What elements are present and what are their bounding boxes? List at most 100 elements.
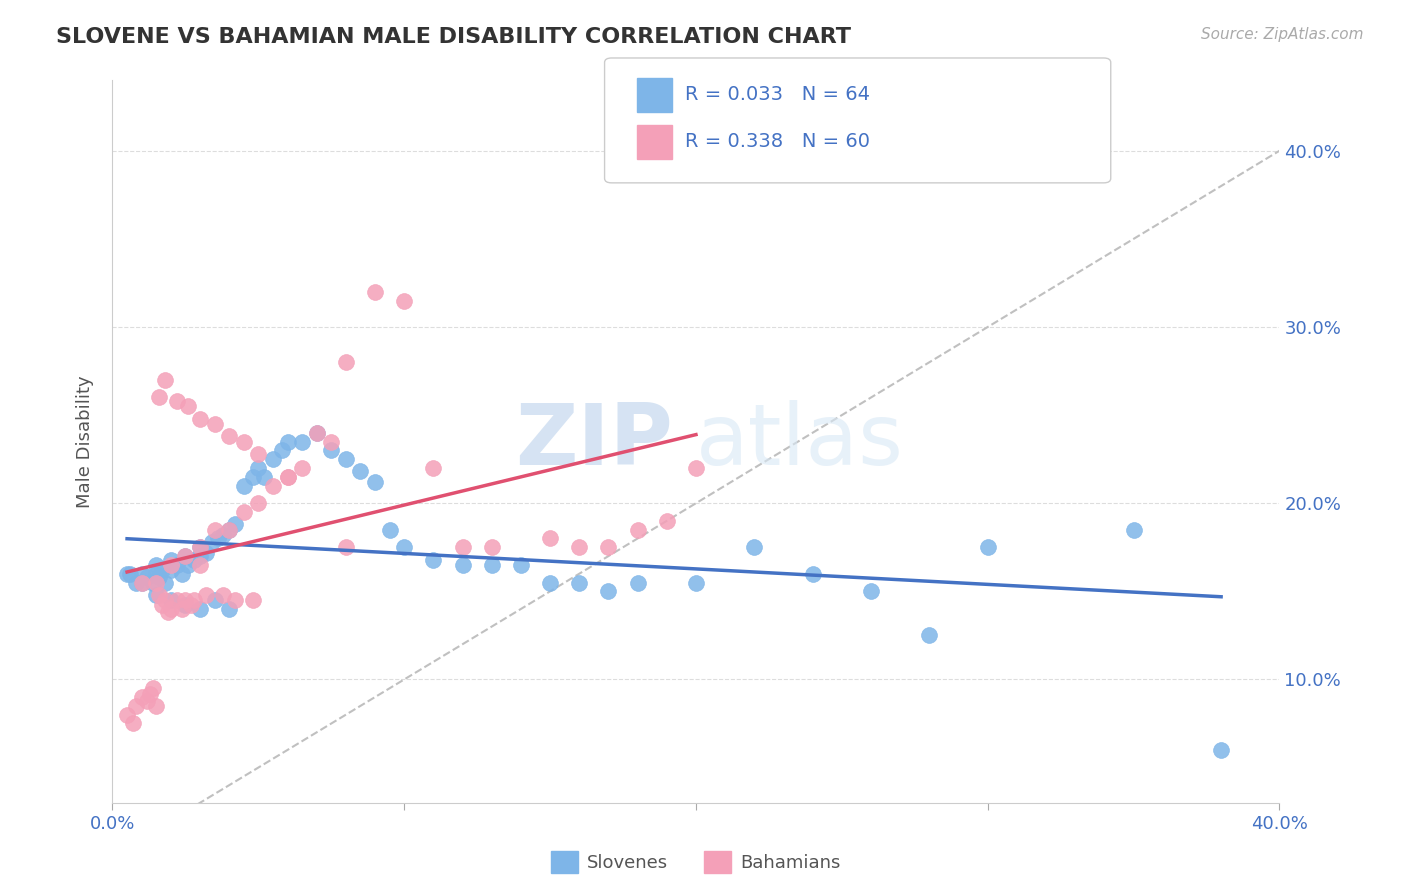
Point xyxy=(242,593,264,607)
Point xyxy=(148,588,170,602)
Point xyxy=(224,593,246,607)
Point xyxy=(232,505,254,519)
Point xyxy=(122,716,145,731)
Point xyxy=(125,698,148,713)
Text: R = 0.338   N = 60: R = 0.338 N = 60 xyxy=(685,132,870,152)
Point xyxy=(188,541,211,555)
Point xyxy=(148,570,170,584)
Point xyxy=(378,523,401,537)
Point xyxy=(160,552,183,566)
Point xyxy=(145,588,167,602)
Point xyxy=(212,528,235,542)
Point xyxy=(276,470,298,484)
Point xyxy=(276,470,298,484)
Point xyxy=(188,558,211,572)
Point xyxy=(422,552,444,566)
Point xyxy=(212,588,235,602)
Text: R = 0.033   N = 64: R = 0.033 N = 64 xyxy=(685,85,870,104)
Point xyxy=(145,575,167,590)
Point xyxy=(136,570,159,584)
Point xyxy=(509,558,531,572)
Point xyxy=(451,541,474,555)
Point xyxy=(1209,743,1232,757)
Point xyxy=(194,588,217,602)
Point xyxy=(153,593,176,607)
Point xyxy=(166,593,188,607)
Point xyxy=(118,566,141,581)
Point xyxy=(145,558,167,572)
Text: Source: ZipAtlas.com: Source: ZipAtlas.com xyxy=(1201,27,1364,42)
Point xyxy=(160,563,183,577)
Point xyxy=(174,549,197,563)
Point xyxy=(218,523,240,537)
Point xyxy=(142,681,165,696)
Point xyxy=(321,443,343,458)
Point xyxy=(394,293,416,308)
Point xyxy=(172,602,194,616)
Point xyxy=(451,558,474,572)
Point xyxy=(1122,523,1144,537)
Point xyxy=(183,593,205,607)
Point xyxy=(153,575,176,590)
Point xyxy=(860,584,883,599)
Point xyxy=(150,599,173,613)
Point xyxy=(180,599,202,613)
Point xyxy=(207,532,229,546)
Point xyxy=(247,447,270,461)
Point xyxy=(188,411,211,425)
Point xyxy=(394,541,416,555)
Point xyxy=(160,593,183,607)
Point xyxy=(685,575,707,590)
Point xyxy=(201,535,224,549)
Point xyxy=(627,523,650,537)
Point xyxy=(166,558,188,572)
Text: atlas: atlas xyxy=(696,400,904,483)
Point xyxy=(174,593,197,607)
Point xyxy=(218,523,240,537)
Point xyxy=(247,496,270,510)
Point xyxy=(166,394,188,409)
Point xyxy=(156,606,179,620)
Point xyxy=(481,558,503,572)
Point xyxy=(305,425,328,440)
Point xyxy=(148,391,170,405)
Point xyxy=(270,443,292,458)
Point xyxy=(627,575,650,590)
Point xyxy=(918,628,941,642)
Point xyxy=(131,566,153,581)
Point xyxy=(305,425,328,440)
Point xyxy=(335,452,357,467)
Point xyxy=(364,285,387,299)
Point xyxy=(150,563,173,577)
Text: ZIP: ZIP xyxy=(515,400,672,483)
Point xyxy=(568,541,591,555)
Point xyxy=(177,558,200,572)
Point xyxy=(224,517,246,532)
Point xyxy=(568,575,591,590)
Point xyxy=(172,566,194,581)
Point xyxy=(188,549,211,563)
Point xyxy=(194,545,217,559)
Point xyxy=(131,690,153,704)
Point xyxy=(218,602,240,616)
Point xyxy=(174,549,197,563)
Point xyxy=(136,693,159,707)
Point xyxy=(131,575,153,590)
Point xyxy=(177,399,200,413)
Point xyxy=(204,417,226,431)
Point xyxy=(131,575,153,590)
Point xyxy=(742,541,765,555)
Point xyxy=(232,478,254,492)
Point xyxy=(183,552,205,566)
Point xyxy=(145,698,167,713)
Point xyxy=(349,465,371,479)
Point xyxy=(139,687,162,701)
Point xyxy=(422,461,444,475)
Point xyxy=(276,434,298,449)
Point xyxy=(598,584,620,599)
Point xyxy=(188,602,211,616)
Point xyxy=(481,541,503,555)
Point xyxy=(145,566,167,581)
Point xyxy=(242,470,264,484)
Point xyxy=(160,558,183,572)
